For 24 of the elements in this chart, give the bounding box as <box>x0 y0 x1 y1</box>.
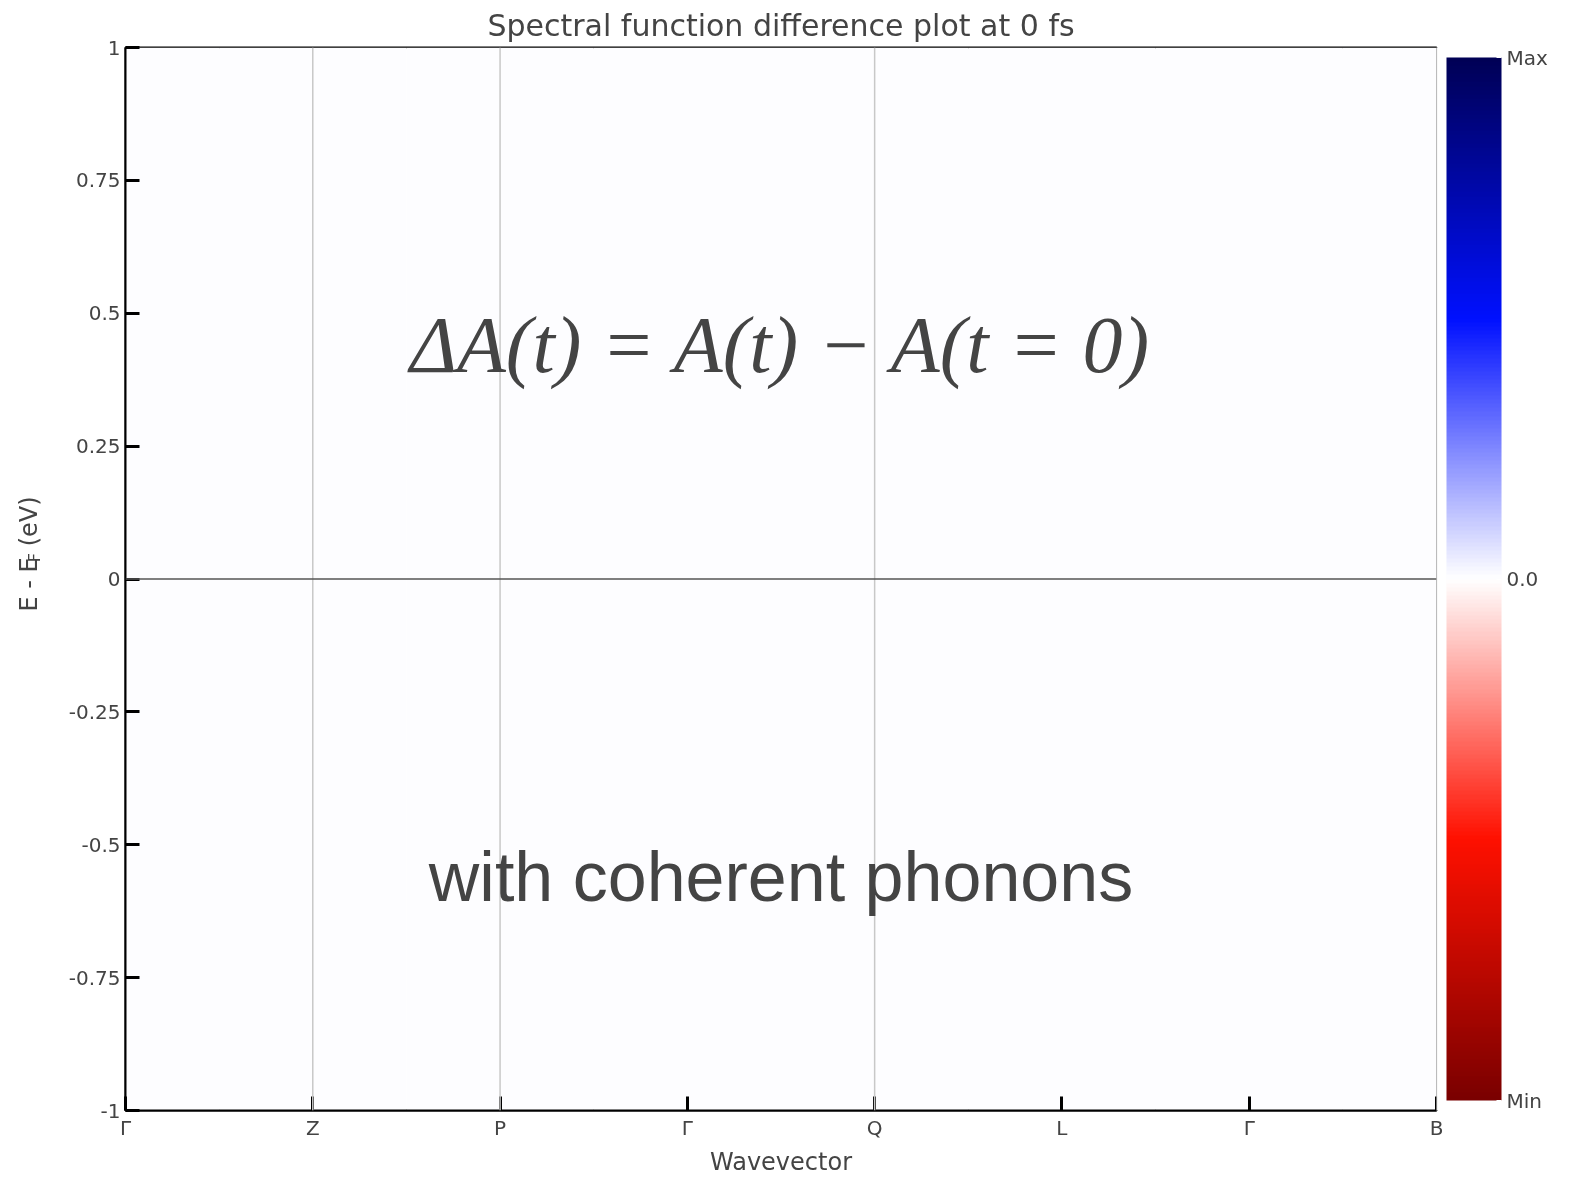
color-bar-label: Min <box>1506 1088 1542 1113</box>
x-tick-label: Γ <box>1243 1115 1256 1140</box>
x-tick-label: B <box>1429 1115 1444 1140</box>
y-tick-label: -1 <box>100 1098 121 1123</box>
y-tick-label: -0.25 <box>68 699 121 724</box>
chart-title: Spectral function difference plot at 0 fs <box>487 7 1075 43</box>
x-axis-title: Wavevector <box>710 1147 853 1176</box>
y-tick-label: -0.75 <box>68 965 121 990</box>
x-tick-label: Γ <box>119 1115 132 1140</box>
x-tick-label: Q <box>866 1115 883 1140</box>
x-tick-label: Γ <box>681 1115 694 1140</box>
y-tick-label: -0.5 <box>81 832 121 857</box>
x-tick-label: P <box>494 1115 507 1140</box>
y-tick-label: 0.5 <box>88 301 121 326</box>
x-tick-label: L <box>1056 1115 1069 1140</box>
annotation: ΔA(t) = A(t) − A(t = 0) <box>406 301 1150 391</box>
x-tick-label: Z <box>305 1115 320 1140</box>
y-tick-label: 0.25 <box>75 434 121 459</box>
color-bar-label: Max <box>1506 45 1549 70</box>
y-tick-label: 0 <box>107 567 121 591</box>
y-tick-label: 0.75 <box>75 168 121 193</box>
annotation: with coherent phonons <box>427 837 1134 916</box>
color-bar-label: 0.0 <box>1506 567 1539 591</box>
y-tick-label: 1 <box>107 35 121 60</box>
